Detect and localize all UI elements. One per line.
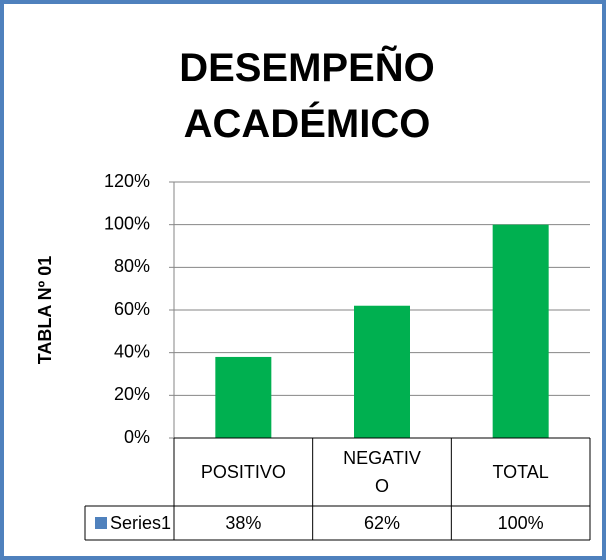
chart: TABLA Nº 01 0% 20% 40% 60% 80% 100% 120% Series… <box>35 171 591 541</box>
category-label: NEGATIVO <box>343 448 421 496</box>
table-value: 100% <box>497 513 544 533</box>
table-value: 38% <box>225 513 262 533</box>
y-tick-label: 0% <box>124 427 150 447</box>
y-tick-label: 80% <box>114 256 150 276</box>
y-tick-label: 120% <box>104 171 150 191</box>
y-axis-label: TABLA Nº 01 <box>35 256 55 365</box>
chart-title: DESEMPEÑO ACADÉMICO <box>179 46 435 146</box>
category-label: TOTAL <box>492 462 549 482</box>
legend-key <box>95 517 107 529</box>
bar <box>492 224 549 438</box>
y-tick-label: 60% <box>114 299 150 319</box>
bar <box>354 305 410 438</box>
y-tick-label: 20% <box>114 384 150 404</box>
y-tick-label: 100% <box>104 213 150 233</box>
bar <box>215 356 272 438</box>
legend-label: Series1 <box>110 513 171 533</box>
y-tick-label: 40% <box>114 341 150 361</box>
category-label: POSITIVO <box>200 462 286 482</box>
table-value: 62% <box>363 513 400 533</box>
